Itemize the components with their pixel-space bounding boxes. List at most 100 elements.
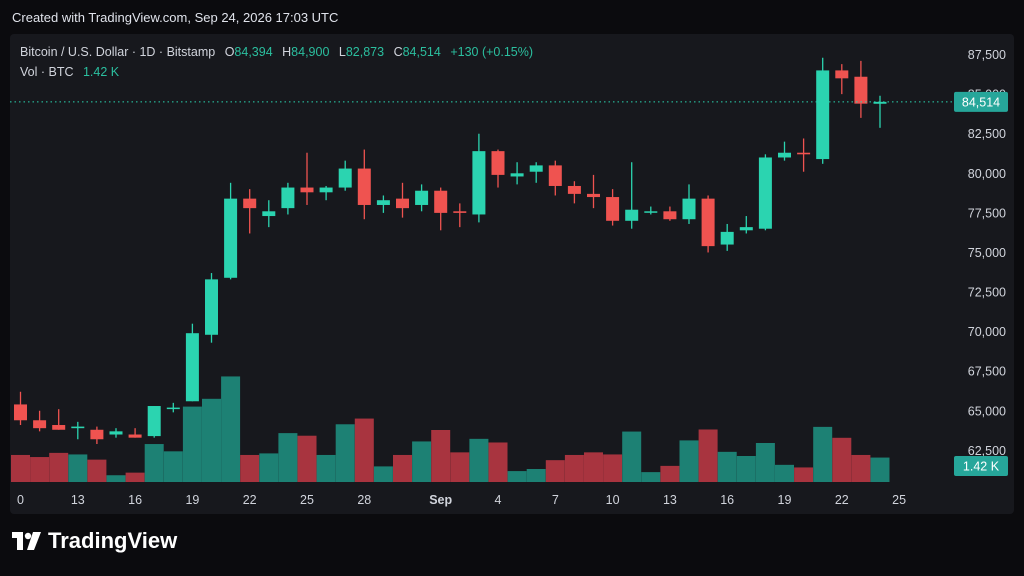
chart-credit: Created with TradingView.com, Sep 24, 20… — [12, 10, 339, 25]
last-price-badge — [954, 91, 1008, 112]
x-tick-label: Sep — [429, 493, 452, 507]
candle-body — [453, 211, 467, 213]
volume-bar — [49, 452, 69, 482]
tradingview-logo[interactable]: TradingView — [12, 528, 177, 554]
x-tick-label: 19 — [185, 493, 199, 507]
x-tick-label: 28 — [357, 493, 371, 507]
candle-body — [243, 198, 257, 209]
x-tick-label: 0 — [17, 493, 24, 507]
candle-body — [205, 279, 218, 335]
candle-body — [548, 165, 562, 186]
volume-bar — [526, 469, 546, 482]
close-label: C — [393, 45, 403, 59]
volume-bar — [202, 398, 221, 482]
close-value: 84,514 — [402, 45, 441, 59]
volume-bar — [507, 471, 527, 482]
volume-bar — [851, 454, 871, 482]
volume-label[interactable]: Vol · BTC — [20, 65, 74, 79]
candle-body — [357, 168, 371, 205]
candle-body — [491, 151, 505, 175]
candle-body — [682, 198, 696, 220]
x-tick-label: 25 — [892, 493, 906, 507]
x-tick-label: 4 — [495, 493, 502, 507]
volume-bar — [221, 376, 241, 482]
volume-bar — [335, 424, 355, 482]
volume-bar — [450, 452, 470, 482]
volume-bar — [259, 453, 279, 482]
volume-bar — [68, 454, 88, 482]
candle-body — [262, 211, 276, 217]
high-label: H — [282, 45, 292, 59]
volume-bar — [488, 442, 508, 482]
candle-body — [185, 333, 199, 402]
candle-body — [224, 198, 238, 278]
last-price-badge-label: 84,514 — [962, 95, 1000, 109]
candle-body — [128, 434, 142, 438]
volume-bar — [832, 437, 852, 482]
high-value: 84,900 — [291, 45, 330, 59]
volume-bar — [698, 429, 718, 482]
y-tick-label: 62,500 — [968, 444, 1006, 458]
candle-body — [758, 157, 772, 229]
candle-body — [529, 165, 543, 172]
x-tick-label: 16 — [720, 493, 734, 507]
volume-bar — [736, 456, 756, 482]
x-tick-label: 7 — [552, 493, 559, 507]
volume-bar — [564, 454, 584, 482]
y-tick-label: 65,000 — [968, 404, 1006, 418]
x-tick-label: 22 — [243, 493, 257, 507]
volume-bar — [106, 475, 126, 482]
candle-body — [434, 190, 448, 213]
candle-body — [510, 173, 524, 177]
candle-body — [33, 420, 47, 429]
volume-bar — [354, 418, 374, 482]
volume-bar — [297, 435, 317, 482]
volume-bar — [412, 441, 432, 482]
volume-bar — [144, 444, 164, 482]
volume-bar — [240, 454, 260, 482]
symbol-title[interactable]: Bitcoin / U.S. Dollar · 1D · Bitstamp — [20, 45, 216, 59]
candlestick-chart[interactable]: 87,50085,00082,50080,00077,50075,00072,5… — [10, 34, 1014, 514]
change-value: +130 (+0.15%) — [450, 45, 534, 59]
volume-bar — [813, 426, 833, 482]
candle-body — [281, 187, 295, 209]
y-tick-label: 87,500 — [968, 48, 1006, 62]
tradingview-logo-icon — [12, 532, 41, 550]
volume-bar — [660, 465, 680, 482]
volume-bar — [431, 430, 451, 482]
candle-body — [319, 187, 333, 193]
candle-body — [644, 211, 658, 213]
last-volume-badge — [954, 456, 1008, 476]
volume-bar — [316, 454, 336, 482]
volume-bar — [641, 472, 661, 482]
volume-bar — [717, 451, 737, 482]
candle-body — [300, 187, 314, 193]
y-tick-label: 72,500 — [968, 286, 1006, 300]
volume-value: 1.42 K — [82, 65, 120, 79]
volume-bar — [679, 440, 699, 482]
candle-body — [147, 406, 161, 437]
candle-body — [376, 200, 390, 205]
volume-bar — [87, 459, 107, 482]
candle-body — [663, 211, 677, 220]
candle-body — [873, 101, 887, 104]
y-tick-label: 75,000 — [968, 246, 1006, 260]
candle-body — [90, 429, 104, 440]
candle-body — [739, 227, 753, 231]
volume-bar — [775, 464, 794, 482]
volume-bar — [30, 457, 50, 482]
low-value: 82,873 — [345, 45, 385, 59]
candle-body — [701, 198, 715, 247]
volume-legend: Vol · BTC 1.42 K — [20, 62, 533, 82]
candle-body — [797, 152, 811, 155]
candle-body — [778, 152, 791, 158]
chart-panel[interactable]: 87,50085,00082,50080,00077,50075,00072,5… — [10, 34, 1014, 514]
volume-bar — [603, 454, 623, 482]
ohlc-legend: Bitcoin / U.S. Dollar · 1D · Bitstamp O8… — [20, 42, 533, 62]
volume-bar — [870, 457, 890, 482]
volume-bar — [794, 467, 814, 482]
volume-bar — [182, 406, 202, 482]
x-tick-label: 13 — [71, 493, 85, 507]
y-tick-label: 67,500 — [968, 365, 1006, 379]
x-tick-label: 22 — [835, 493, 849, 507]
